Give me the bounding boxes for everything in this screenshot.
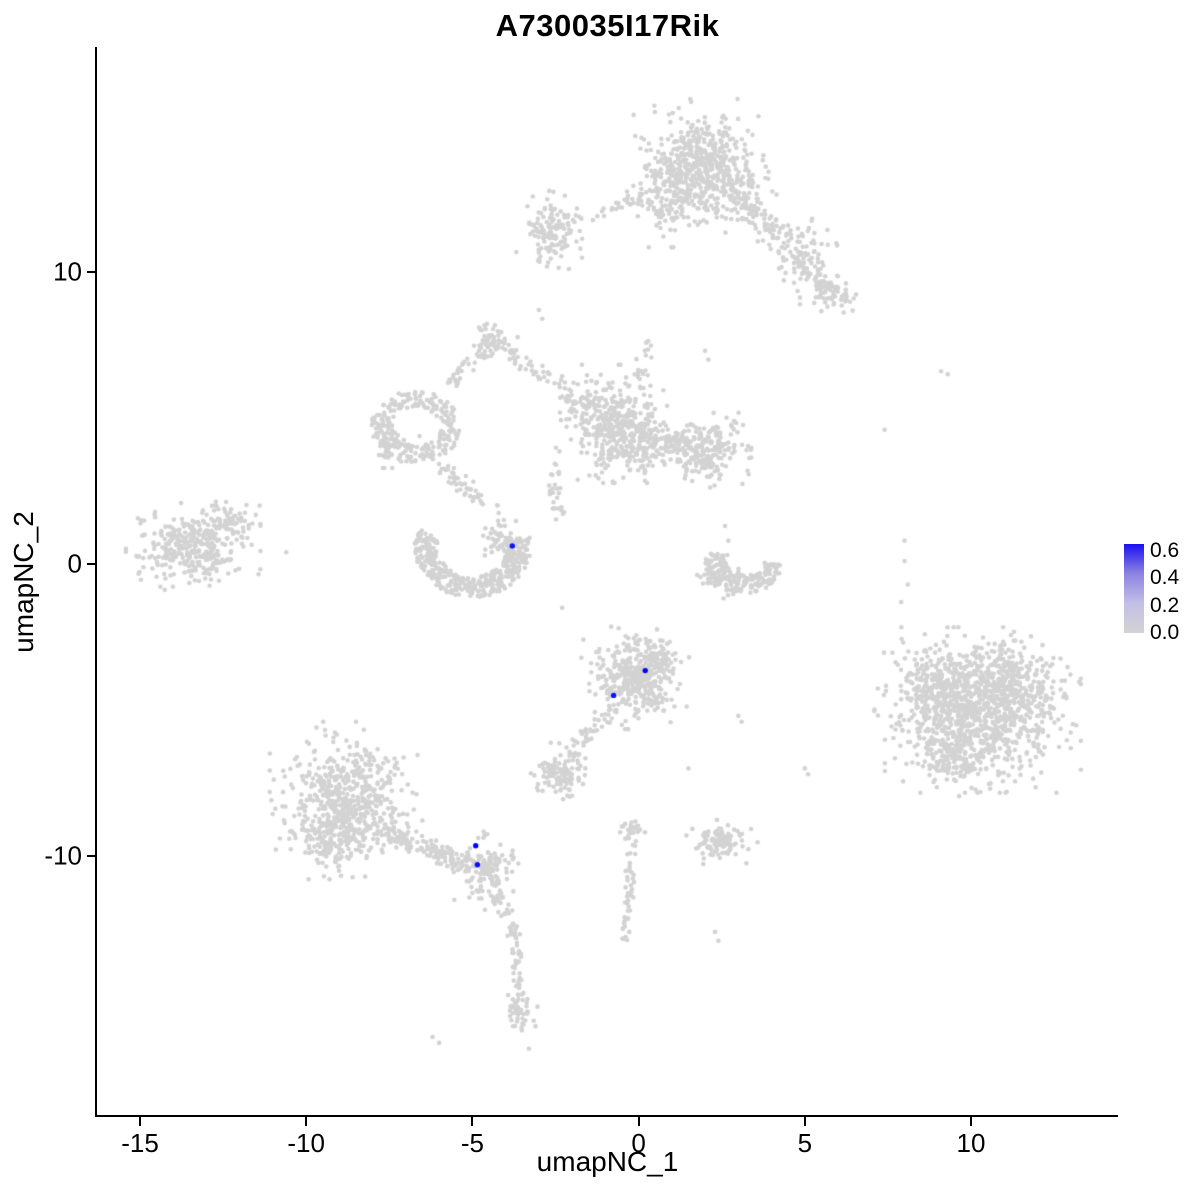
colorbar-tick-label: 0.4 xyxy=(1150,566,1180,590)
y-tick-label: 0 xyxy=(67,548,82,579)
colorbar-tick-label: 0.2 xyxy=(1150,593,1180,617)
y-tick-mark xyxy=(87,563,96,565)
x-tick-mark xyxy=(139,1117,141,1126)
x-tick-label: -15 xyxy=(121,1128,159,1158)
x-tick-mark xyxy=(803,1117,806,1126)
x-tick-label: -10 xyxy=(287,1128,325,1158)
y-tick-mark xyxy=(87,855,96,857)
x-tick-label: 5 xyxy=(797,1128,813,1158)
colorbar-tick-label: 0.6 xyxy=(1150,538,1180,562)
colorbar-tick-label: 0.0 xyxy=(1150,621,1180,644)
y-tick-label: 10 xyxy=(53,256,82,287)
x-axis-title: umapNC_1 xyxy=(536,1146,679,1177)
x-tick-mark xyxy=(637,1117,640,1126)
y-axis-line xyxy=(95,47,97,1117)
x-tick-mark xyxy=(305,1117,308,1126)
plot-title: A730035I17Rik xyxy=(495,8,720,43)
x-axis-line xyxy=(95,1115,1118,1117)
x-tick-label: 10 xyxy=(956,1128,986,1158)
expression-colorbar xyxy=(1124,544,1144,633)
y-tick-mark xyxy=(87,271,96,273)
y-axis-title: umapNC_2 xyxy=(8,511,39,653)
x-tick-mark xyxy=(970,1117,972,1126)
x-tick-mark xyxy=(471,1117,474,1126)
x-tick-label: 0 xyxy=(631,1128,646,1158)
x-tick-label: -5 xyxy=(460,1128,484,1158)
y-tick-label: -10 xyxy=(44,840,82,871)
